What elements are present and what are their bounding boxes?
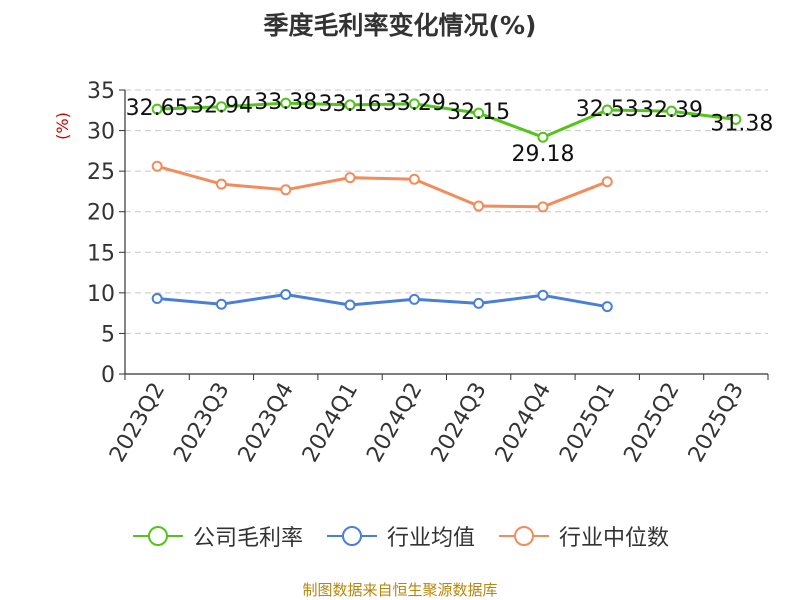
data-label: 29.18 <box>511 142 574 167</box>
legend-label: 公司毛利率 <box>192 526 303 551</box>
y-tick-label: 0 <box>101 363 115 388</box>
legend-item[interactable]: 公司毛利率 <box>131 520 303 552</box>
data-point <box>473 200 485 212</box>
x-tick-label: 2024Q2 <box>362 379 427 467</box>
y-tick-label: 5 <box>101 322 115 347</box>
data-point <box>408 98 420 110</box>
series-line <box>156 164 608 209</box>
y-tick-label: 20 <box>87 201 115 226</box>
data-label: 32.15 <box>447 100 510 125</box>
chart-title: 季度毛利率变化情况(%) <box>263 11 537 40</box>
data-point <box>215 101 227 113</box>
data-point <box>344 99 356 111</box>
legend-item[interactable]: 行业均值 <box>325 520 475 552</box>
data-point <box>344 299 356 311</box>
legend-marker-icon <box>326 526 377 546</box>
x-tick-label: 2025Q3 <box>684 379 749 467</box>
data-point <box>344 172 356 184</box>
data-point <box>601 176 613 188</box>
x-tick-label: 2023Q4 <box>234 379 299 467</box>
legend-label: 行业均值 <box>386 526 475 551</box>
x-tick-label: 2024Q3 <box>427 379 492 467</box>
legend-marker-icon <box>132 526 183 546</box>
series-line <box>157 101 737 139</box>
y-tick-label: 15 <box>87 241 115 266</box>
data-point <box>151 293 163 305</box>
data-point <box>151 103 163 115</box>
data-point <box>408 173 420 185</box>
data-point <box>280 97 292 109</box>
data-label: 33.38 <box>254 90 317 115</box>
x-tick-label: 2025Q1 <box>555 379 620 467</box>
y-axis-label: (%) <box>53 112 72 140</box>
data-label: 31.38 <box>710 111 773 136</box>
series-line <box>157 293 608 309</box>
source-note: 制图数据来自恒生聚源数据库 <box>302 581 498 599</box>
data-point <box>215 178 227 190</box>
legend-label: 行业中位数 <box>559 526 670 551</box>
data-point <box>473 297 485 309</box>
x-tick-label: 2025Q2 <box>619 379 684 467</box>
data-point <box>666 105 678 117</box>
y-tick-label: 35 <box>87 79 115 104</box>
data-point <box>215 298 227 310</box>
data-label: 32.65 <box>126 96 189 121</box>
data-point <box>408 293 420 305</box>
x-tick-label: 2024Q1 <box>298 379 363 467</box>
data-point <box>537 289 549 301</box>
data-point <box>601 301 613 313</box>
data-point <box>280 288 292 300</box>
data-label: 32.94 <box>190 94 253 119</box>
data-point <box>473 107 485 119</box>
data-point <box>601 104 613 116</box>
y-tick-label: 25 <box>87 160 115 185</box>
data-label: 32.39 <box>640 98 703 123</box>
x-tick-label: 2023Q3 <box>169 379 234 467</box>
data-point <box>537 131 549 143</box>
y-tick-label: 30 <box>87 120 115 145</box>
y-tick-label: 10 <box>87 282 115 307</box>
data-point <box>280 184 292 196</box>
data-point <box>537 201 549 213</box>
data-label: 33.29 <box>383 91 446 116</box>
data-point <box>730 113 742 125</box>
data-label: 33.16 <box>319 92 382 117</box>
legend-marker-icon <box>499 526 549 546</box>
data-label: 32.53 <box>576 97 639 122</box>
legend-item[interactable]: 行业中位数 <box>497 520 669 552</box>
x-tick-label: 2024Q4 <box>491 379 556 467</box>
legend: 公司毛利率 行业均值 行业中位数 <box>0 520 800 552</box>
x-tick-label: 2023Q2 <box>105 379 170 467</box>
data-point <box>151 160 163 172</box>
